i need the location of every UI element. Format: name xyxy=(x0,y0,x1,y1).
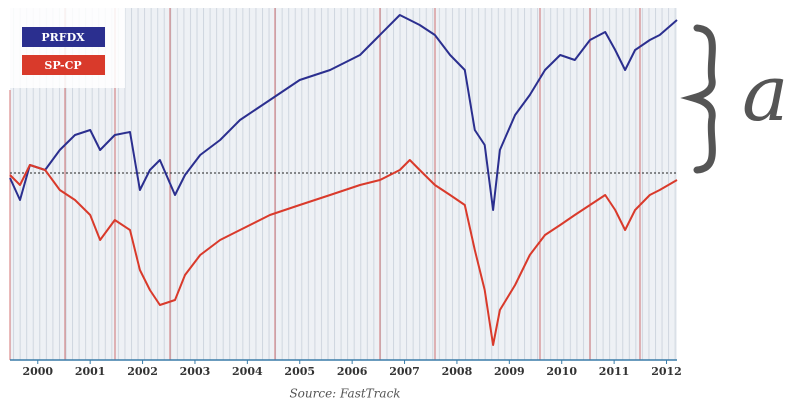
x-tick-label: 2011 xyxy=(599,365,630,378)
x-tick-label: 2007 xyxy=(389,365,420,378)
series-line xyxy=(9,14,678,211)
legend-panel xyxy=(10,8,125,88)
x-tick-label: 2001 xyxy=(75,365,106,378)
annotation: a xyxy=(742,49,789,139)
legend-swatch xyxy=(22,55,105,75)
source: Source: FastTrack xyxy=(289,387,400,401)
legend: PRFDX SP-CP xyxy=(22,27,105,75)
legend-swatch xyxy=(22,27,105,47)
series-line xyxy=(9,159,678,346)
legend-label: SP-CP xyxy=(44,59,81,72)
legend-label: PRFDX xyxy=(41,31,85,44)
x-tick-label: 2008 xyxy=(442,365,473,378)
plot: 2000 2001 2002 2003 2004 2005 2006 2007 2008 2009… xyxy=(9,14,682,378)
x-tick-label: 2009 xyxy=(494,365,525,378)
x-tick-label: 2004 xyxy=(232,365,263,378)
x-tick-label: 2003 xyxy=(180,365,211,378)
x-tick-label: 2006 xyxy=(337,365,368,378)
x-tick-label: 2010 xyxy=(546,365,577,378)
x-tick-label: 2005 xyxy=(284,365,315,378)
brace xyxy=(680,24,716,174)
x-tick-label: 2002 xyxy=(127,365,158,378)
x-tick-label: 2000 xyxy=(22,365,53,378)
x-tick-label: 2012 xyxy=(651,365,682,378)
